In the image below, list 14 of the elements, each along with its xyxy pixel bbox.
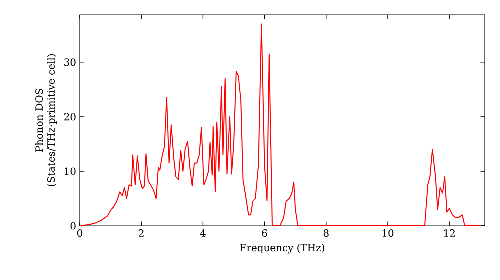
y-tick-label: 30 [64, 58, 76, 66]
x-tick-label: 6 [262, 230, 268, 238]
x-tick-label: 10 [382, 230, 394, 238]
x-axis-title: Frequency (THz) [240, 244, 324, 254]
x-tick-label: 4 [200, 230, 206, 237]
line-series [80, 24, 481, 226]
y-tick-label: 0 [70, 222, 76, 230]
x-tick-label: 8 [324, 230, 329, 238]
x-tick-label: 12 [444, 230, 455, 237]
x-tick-label: 2 [139, 230, 144, 237]
y-tick-label: 20 [64, 113, 76, 121]
x-tick-label: 0 [77, 230, 83, 238]
y-tick-label: 10 [65, 168, 76, 176]
y-axis-title: Phonon DOS (States/THz·primitive cell) [35, 54, 57, 186]
